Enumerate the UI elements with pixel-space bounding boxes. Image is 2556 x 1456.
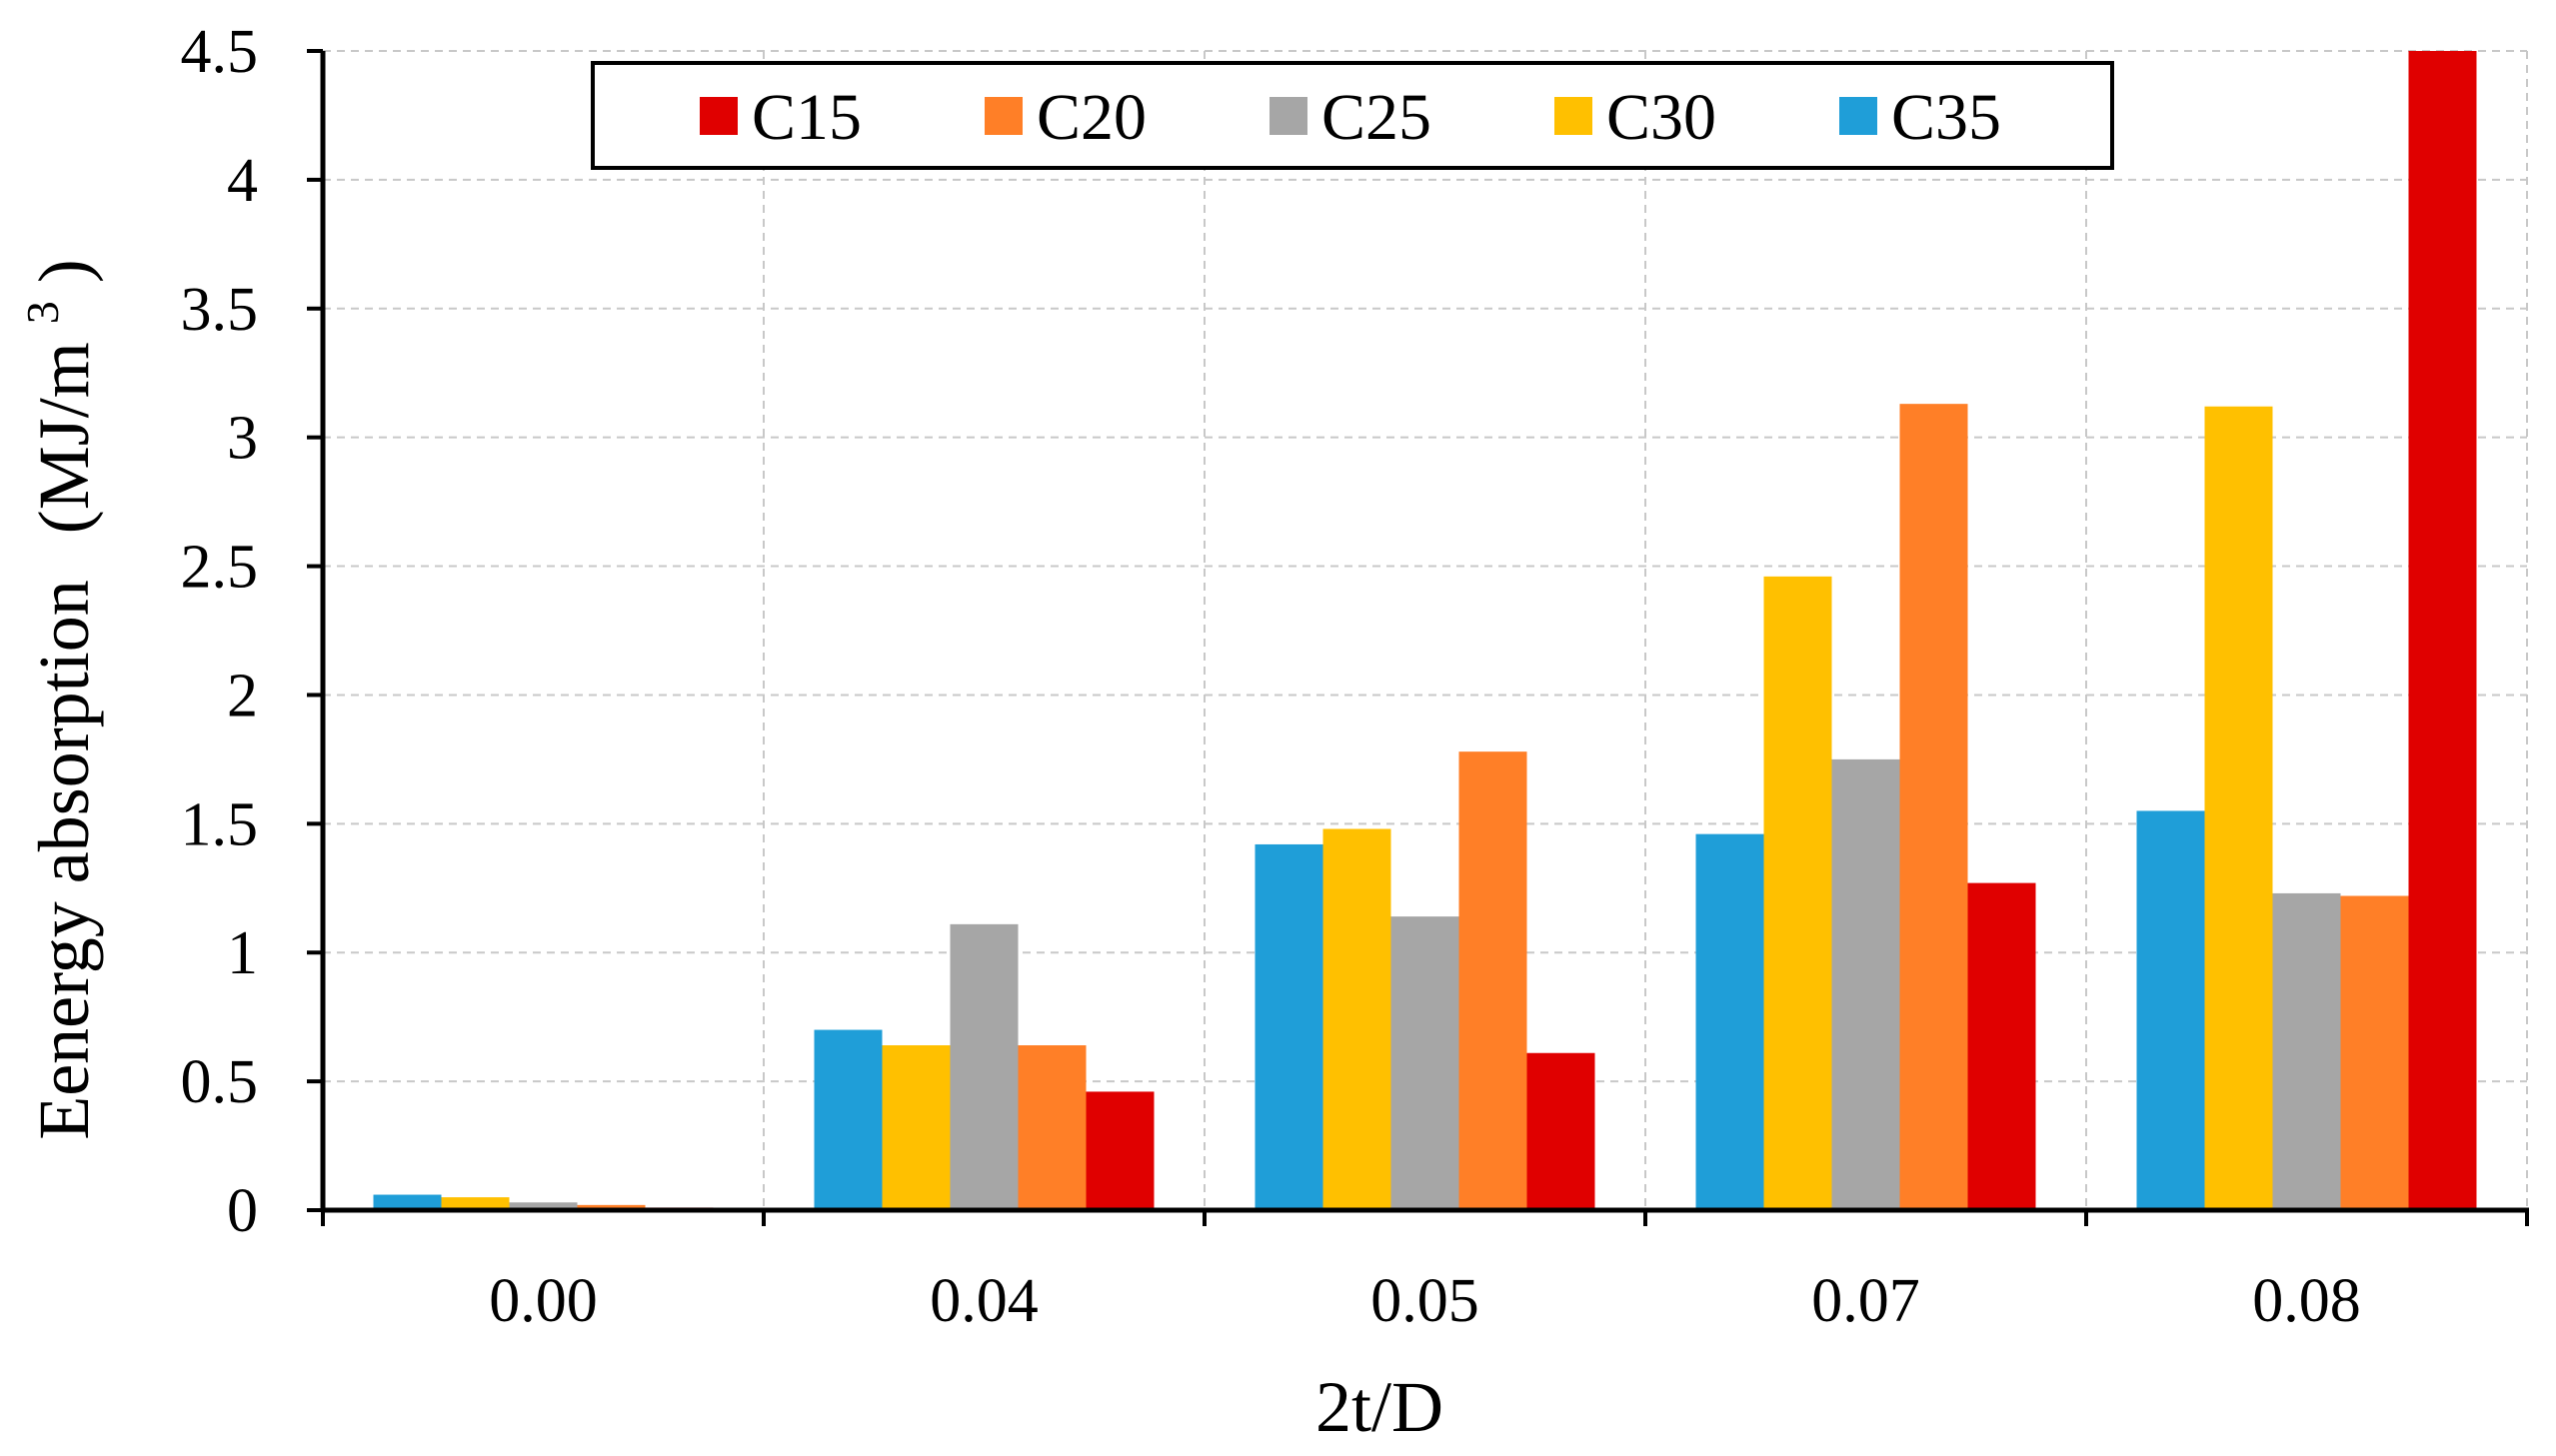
y-tick-labels: 0 0.5 1 1.5 2 2.5 3 3.5 4 4.5 bbox=[181, 18, 259, 1245]
bar-c20-0.05 bbox=[1458, 751, 1527, 1210]
x-axis-title: 2t/D bbox=[1315, 1367, 1443, 1447]
x-tick-label: 0.08 bbox=[2252, 1267, 2361, 1335]
bar-c25-0.08 bbox=[2272, 892, 2341, 1210]
x-tick-label: 0.07 bbox=[1811, 1267, 1920, 1335]
y-tick-label: 2.5 bbox=[181, 534, 259, 602]
bar-c35-0.05 bbox=[1255, 843, 1323, 1210]
legend-label-c25: C25 bbox=[1321, 81, 1431, 154]
y-tick-label: 0 bbox=[227, 1177, 258, 1245]
bar-c25-0.00 bbox=[509, 1202, 578, 1210]
legend-label-c15: C15 bbox=[752, 81, 862, 154]
y-tick-label: 4.5 bbox=[181, 18, 259, 86]
y-tick-label: 3.5 bbox=[181, 276, 259, 344]
y-tick-label: 0.5 bbox=[181, 1048, 259, 1116]
legend-swatch-c35 bbox=[1839, 97, 1877, 135]
x-tick-labels: 0.00 0.04 0.05 0.07 0.08 bbox=[489, 1267, 2361, 1335]
bar-c15-0.08 bbox=[2408, 51, 2477, 1210]
x-tick-label: 0.04 bbox=[930, 1267, 1039, 1335]
legend-swatch-c15 bbox=[700, 97, 738, 135]
legend-swatch-c30 bbox=[1554, 97, 1592, 135]
y-tick-label: 1 bbox=[227, 919, 258, 987]
legend-box bbox=[591, 61, 2114, 170]
bar-c35-0.08 bbox=[2136, 810, 2205, 1210]
bars bbox=[373, 51, 2477, 1211]
bar-c20-0.07 bbox=[1899, 404, 1968, 1211]
bar-c15-0.07 bbox=[1967, 882, 2036, 1210]
bar-c30-0.07 bbox=[1763, 576, 1832, 1210]
legend-label-c35: C35 bbox=[1891, 81, 2001, 154]
bar-c30-0.00 bbox=[441, 1197, 510, 1210]
bar-c25-0.04 bbox=[950, 923, 1019, 1210]
bar-c20-0.04 bbox=[1018, 1045, 1087, 1210]
bar-c30-0.05 bbox=[1322, 828, 1391, 1210]
x-tick-label: 0.00 bbox=[489, 1267, 598, 1335]
y-tick-label: 2 bbox=[227, 662, 258, 729]
bar-c25-0.05 bbox=[1390, 916, 1459, 1210]
bar-c15-0.04 bbox=[1086, 1091, 1155, 1210]
y-axis-title: Eenergy absorption (MJ/m 3 ) bbox=[0, 259, 104, 1140]
bar-c30-0.04 bbox=[882, 1045, 951, 1210]
y-axis-title-unit-open: (MJ/m bbox=[24, 342, 104, 534]
bar-c35-0.04 bbox=[814, 1029, 883, 1210]
y-axis-title-unit-sup: 3 bbox=[17, 301, 68, 324]
legend: C15 C20 C25 C30 C35 bbox=[591, 61, 2114, 170]
bar-c15-0.05 bbox=[1526, 1052, 1595, 1210]
legend-swatch-c25 bbox=[1270, 97, 1307, 135]
legend-swatch-c20 bbox=[985, 97, 1023, 135]
y-tick-label: 4 bbox=[227, 147, 258, 215]
axes bbox=[307, 49, 2529, 1226]
y-axis-title-text: Eenergy absorption bbox=[24, 580, 104, 1140]
x-tick-label: 0.05 bbox=[1370, 1267, 1479, 1335]
bar-c25-0.07 bbox=[1831, 758, 1900, 1210]
y-tick-label: 3 bbox=[227, 405, 258, 473]
y-tick-label: 1.5 bbox=[181, 790, 259, 858]
bar-c20-0.08 bbox=[2340, 895, 2409, 1210]
bar-c35-0.00 bbox=[373, 1194, 442, 1210]
bar-c30-0.08 bbox=[2204, 406, 2273, 1210]
bar-c35-0.07 bbox=[1695, 833, 1764, 1210]
legend-label-c30: C30 bbox=[1606, 81, 1716, 154]
bar-c20-0.00 bbox=[577, 1204, 646, 1210]
legend-label-c20: C20 bbox=[1037, 81, 1147, 154]
y-axis-title-unit-close: ) bbox=[24, 259, 104, 283]
